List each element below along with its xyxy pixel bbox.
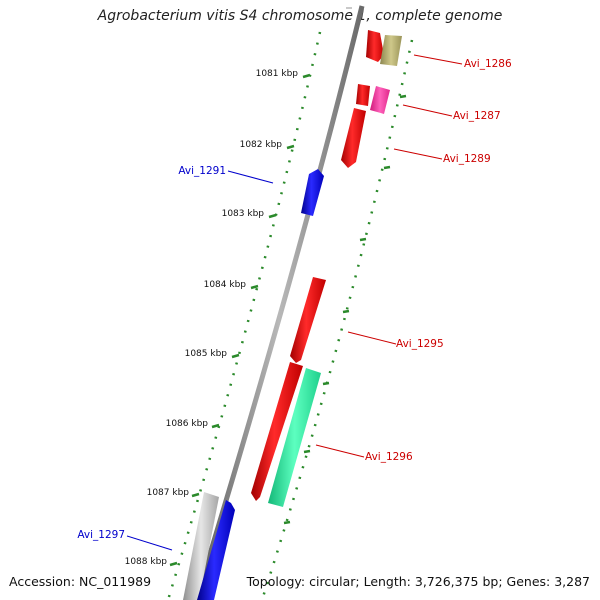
inner-tick-track	[166, 31, 322, 600]
gene-label-avi-1286[interactable]: Avi_1286	[464, 58, 512, 70]
gene-labels: Avi_1286 Avi_1287 Avi_1289 Avi_1291 Avi_…	[77, 58, 512, 541]
scale-label-1084: 1084 kbp	[204, 280, 247, 290]
gene-avi-1291	[301, 169, 324, 216]
map-title: Agrobacterium vitis S4 chromosome 1, com…	[97, 8, 503, 24]
scale-label-1086: 1086 kbp	[166, 419, 209, 429]
accession-text: Accession: NC_011989	[9, 574, 152, 589]
genome-backbone	[193, 5, 365, 600]
scale-labels: 1081 kbp 1082 kbp 1083 kbp 1084 kbp 1085…	[125, 69, 299, 567]
scale-label-1088: 1088 kbp	[125, 557, 168, 567]
gene-avi-1286-b	[380, 35, 402, 66]
gene-avi-1296-teal	[268, 368, 321, 507]
gene-avi-1289	[341, 108, 366, 168]
scale-label-1081: 1081 kbp	[256, 69, 299, 79]
gene-label-avi-1297[interactable]: Avi_1297	[77, 529, 125, 541]
genome-summary-text: Topology: circular; Length: 3,726,375 bp…	[246, 574, 590, 589]
outer-tick-track	[260, 39, 414, 600]
gene-label-avi-1296[interactable]: Avi_1296	[365, 451, 413, 463]
scale-major-ticks	[169, 73, 407, 567]
gene-avi-1286-a	[366, 30, 384, 62]
gene-label-avi-1289[interactable]: Avi_1289	[443, 153, 491, 165]
gene-avi-1297-grey	[183, 492, 219, 600]
gene-avi-1287-b	[370, 86, 390, 114]
gene-avi-1296-red	[251, 362, 303, 501]
gene-avi-1297-blue	[197, 500, 235, 600]
gene-avi-1295	[290, 277, 326, 363]
scale-label-1087: 1087 kbp	[147, 488, 190, 498]
scale-label-1082: 1082 kbp	[240, 140, 283, 150]
gene-label-avi-1295[interactable]: Avi_1295	[396, 338, 444, 350]
gene-label-avi-1287[interactable]: Avi_1287	[453, 110, 501, 122]
gene-avi-1287-a	[356, 84, 370, 106]
scale-label-1083: 1083 kbp	[222, 209, 265, 219]
gene-label-avi-1291[interactable]: Avi_1291	[178, 165, 226, 177]
scale-label-1085: 1085 kbp	[185, 349, 228, 359]
callout-lines	[126, 54, 463, 551]
